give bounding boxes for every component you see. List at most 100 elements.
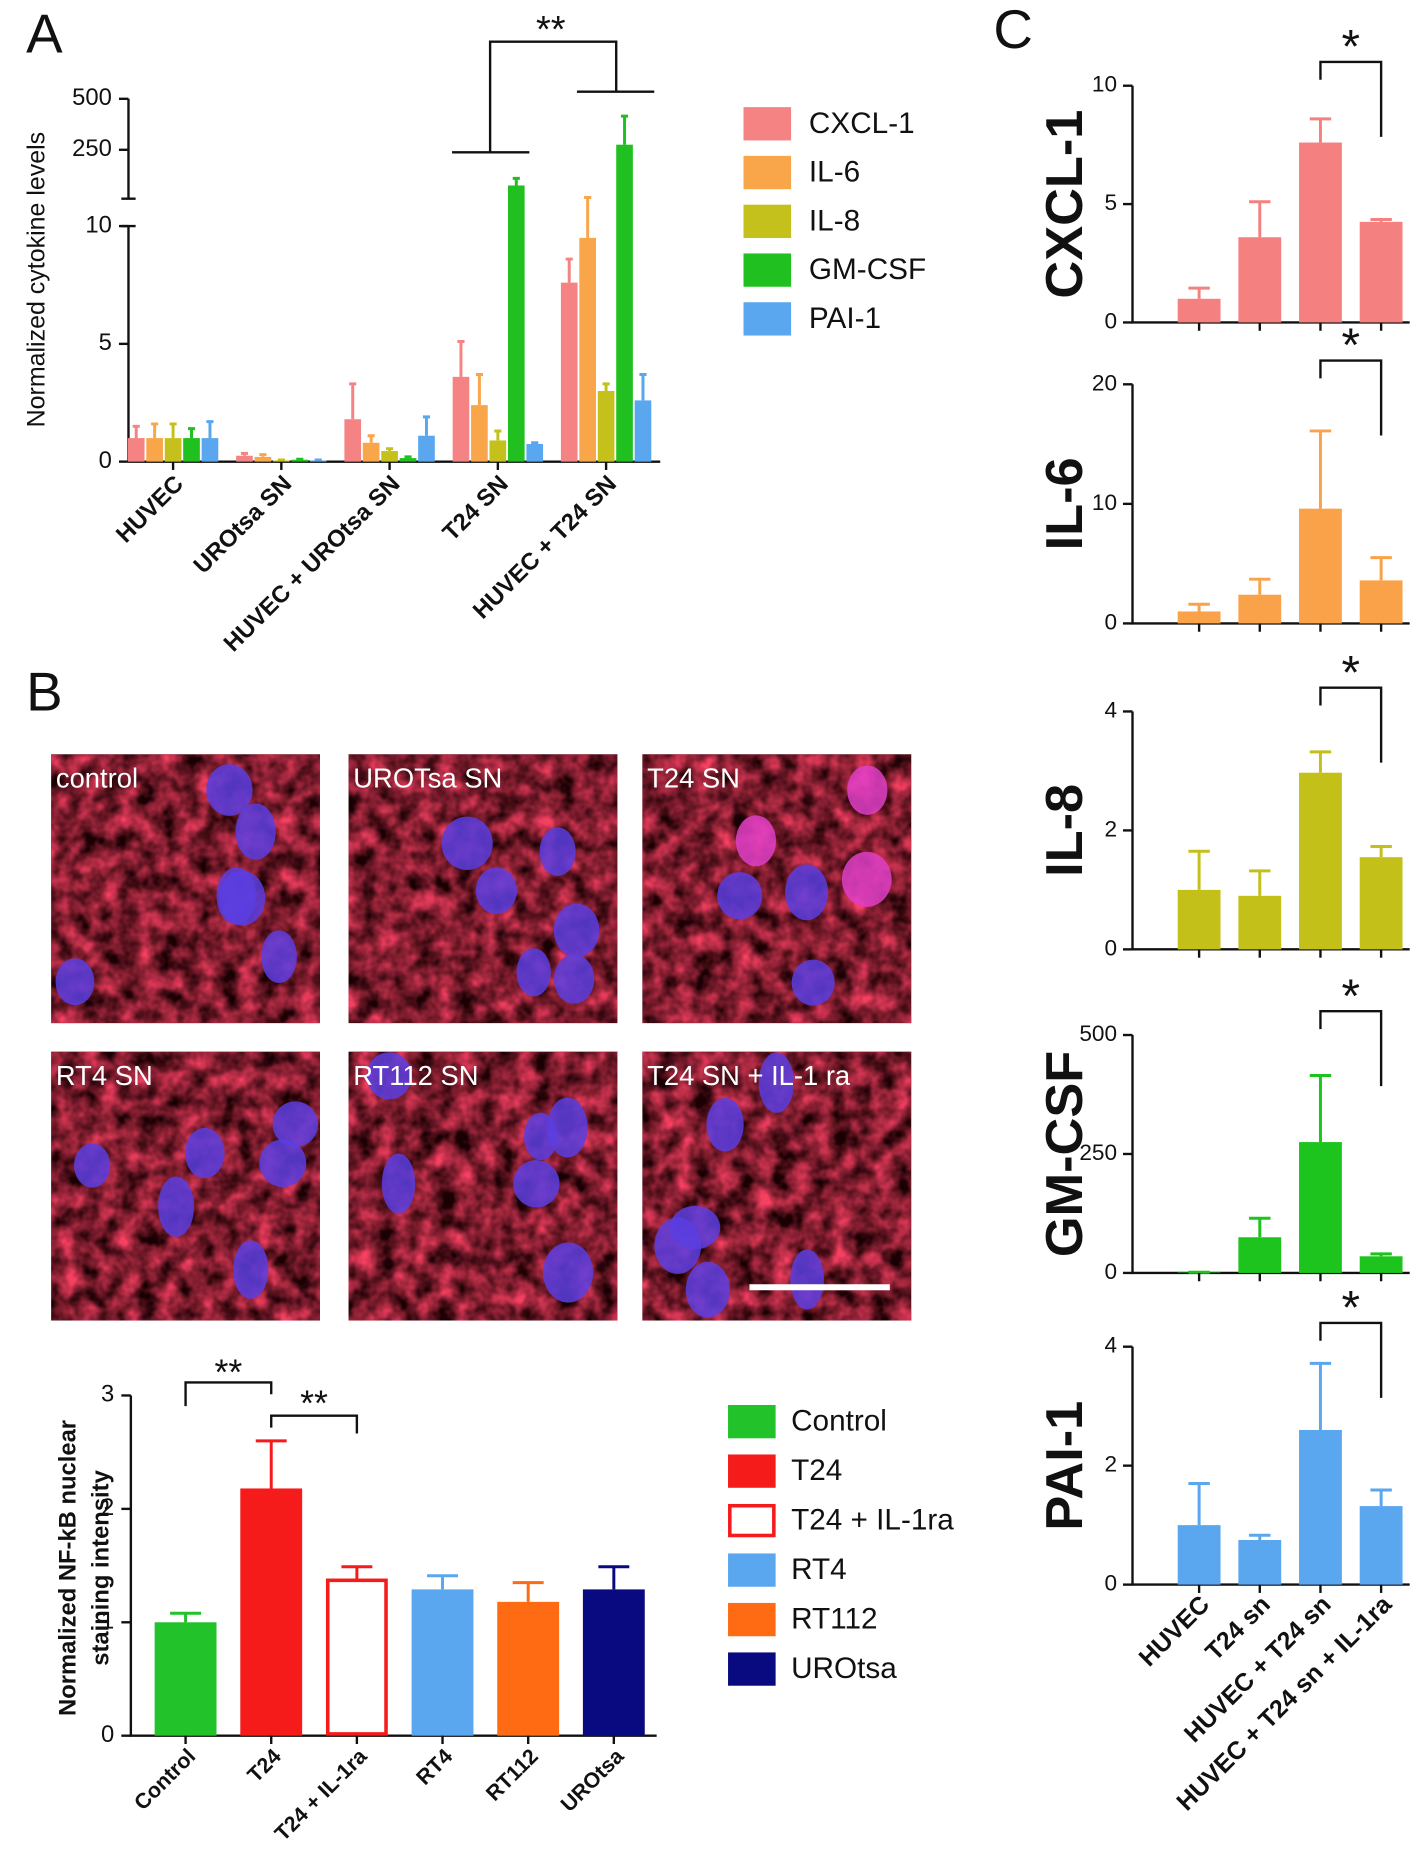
legend-swatch: [728, 1602, 776, 1637]
significance-bracket: [270, 1414, 359, 1434]
legend-label: Control: [791, 1405, 887, 1438]
legend-label: IL-8: [809, 204, 860, 237]
nucleus: [553, 954, 595, 1004]
error-bar: [1370, 1488, 1392, 1507]
nucleus: [206, 764, 253, 816]
nucleus: [735, 815, 777, 867]
legend-swatch: [743, 204, 792, 238]
error-bar: [422, 415, 431, 436]
y-axis-label: Normalized NF-kB nuclear: [54, 1420, 81, 1716]
micrograph-label: control: [56, 763, 138, 794]
bar: [1177, 298, 1221, 323]
bar: [1359, 580, 1403, 624]
legend-swatch: [743, 253, 792, 287]
y-tick-label: 4: [1104, 1333, 1117, 1358]
bar: [236, 455, 253, 462]
nucleus: [55, 958, 95, 1006]
nucleus: [218, 870, 266, 926]
legend-swatch: [743, 155, 792, 190]
nucleus: [669, 1205, 721, 1250]
nucleus: [790, 1249, 824, 1310]
nucleus: [717, 872, 763, 920]
y-axis-label: IL-6: [1036, 457, 1094, 550]
significance-bracket: [184, 1381, 273, 1407]
nucleus: [272, 1101, 319, 1147]
micrograph-label: UROTsa SN: [353, 763, 502, 794]
bar: [164, 438, 182, 462]
error-bar: [259, 453, 267, 457]
legend-label: UROtsa: [791, 1652, 897, 1685]
bar: [634, 400, 652, 462]
significance-label: **: [215, 1353, 243, 1393]
y-axis-label: GM-CSF: [1036, 1051, 1094, 1257]
legend-swatch: [743, 302, 792, 336]
bar: [418, 435, 435, 462]
significance-bracket: [1319, 359, 1383, 436]
bar: [597, 390, 615, 462]
error-bar: [404, 455, 412, 459]
error-bar: [427, 1574, 458, 1590]
nucleus: [785, 864, 828, 921]
y-tick-label: 0: [1104, 308, 1117, 333]
nucleus: [441, 816, 493, 871]
bar: [582, 1589, 645, 1736]
bar: [1299, 1429, 1342, 1585]
legend-label: GM-CSF: [809, 253, 926, 286]
legend-swatch: [743, 107, 792, 141]
x-tick-label: RT4: [412, 1744, 458, 1790]
bar: [1177, 889, 1221, 950]
x-tick-label: T24 SN: [438, 470, 514, 546]
error-bar: [349, 382, 357, 420]
nucleus: [553, 903, 600, 958]
error-bar: [1370, 1252, 1392, 1257]
bar: [1238, 895, 1282, 950]
error-bar: [1188, 286, 1210, 299]
error-bar: [1249, 200, 1271, 238]
x-tick-label: HUVEC: [111, 470, 189, 548]
error-bar: [512, 176, 520, 186]
micrograph-label: T24 SN: [647, 763, 740, 794]
y-tick-label: 0: [1104, 609, 1117, 634]
x-tick-label: Control: [129, 1744, 200, 1815]
significance-bracket: [452, 40, 655, 154]
significance-label: *: [1342, 21, 1361, 74]
error-bar: [386, 447, 394, 452]
error-bar: [151, 422, 159, 439]
bar: [526, 443, 544, 462]
error-bar: [565, 257, 573, 283]
error-bar: [1249, 869, 1271, 896]
error-bar: [1370, 556, 1392, 581]
nucleus: [758, 1052, 795, 1113]
error-bar: [1309, 1361, 1332, 1430]
y-tick-label: 2: [1104, 816, 1117, 841]
nucleus: [259, 1139, 307, 1188]
error-bar: [240, 451, 249, 456]
nucleus: [261, 930, 297, 984]
error-bar: [494, 429, 502, 441]
bar: [1359, 1506, 1403, 1585]
error-bar: [475, 372, 483, 406]
error-bar: [1309, 750, 1332, 773]
bar: [146, 438, 163, 462]
error-bar: [584, 196, 592, 238]
bar: [344, 419, 362, 462]
nucleus: [381, 1153, 416, 1214]
error-bar: [341, 1565, 373, 1581]
micrograph-label: RT112 SN: [353, 1060, 478, 1091]
error-bar: [1188, 602, 1210, 612]
x-tick-label: UROtsa: [556, 1743, 629, 1816]
y-tick-label: 20: [1092, 370, 1117, 395]
legend-label: CXCL-1: [809, 107, 915, 140]
legend-swatch: [728, 1503, 776, 1538]
micrograph-label: RT4 SN: [56, 1060, 153, 1091]
panel-label: B: [26, 660, 63, 722]
bar: [1359, 1256, 1403, 1273]
bar: [127, 438, 145, 462]
y-tick-label: 2: [1104, 1452, 1117, 1477]
bar: [183, 438, 200, 462]
error-bar: [1188, 849, 1210, 890]
significance-label: *: [1342, 646, 1361, 699]
legend-label: RT4: [791, 1553, 847, 1586]
error-bar: [602, 382, 610, 391]
